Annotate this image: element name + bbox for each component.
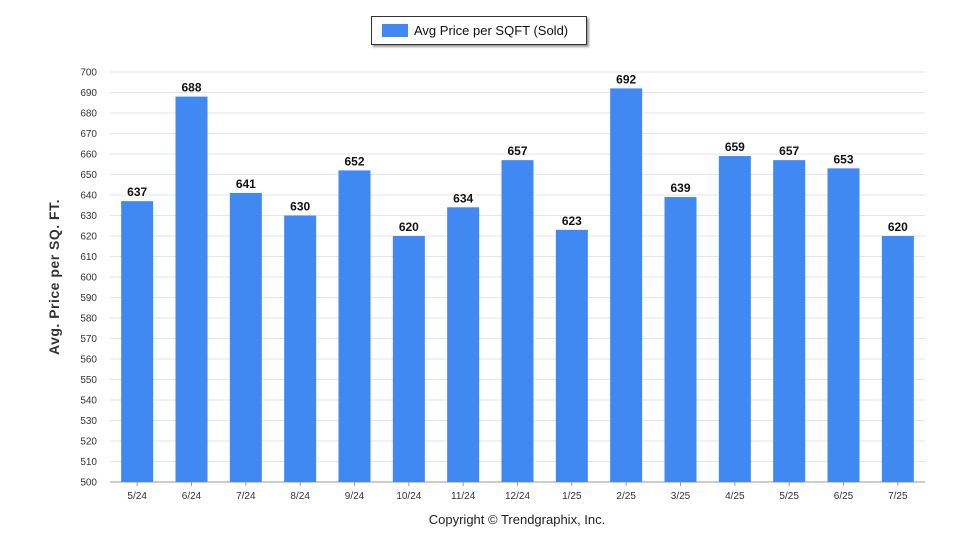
x-tick-label: 7/25 <box>888 491 908 502</box>
data-label: 652 <box>344 154 364 168</box>
x-tick-label: 10/24 <box>396 491 421 502</box>
x-tick-label: 12/24 <box>505 491 530 502</box>
x-axis-ticks: 5/24 6/24 7/24 8/24 9/24 10/24 11/24 12/24 1/25 2… <box>127 482 908 502</box>
data-label: 637 <box>127 185 147 199</box>
y-axis-title: Avg. Price per SQ. FT. <box>46 199 62 355</box>
y-tick-label: 600 <box>80 273 97 284</box>
data-label: 657 <box>507 144 527 158</box>
y-tick-label: 580 <box>80 314 97 325</box>
data-label: 620 <box>888 220 908 234</box>
y-tick-label: 520 <box>80 437 97 448</box>
data-label: 692 <box>616 72 636 86</box>
data-label: 659 <box>725 140 745 154</box>
bar <box>392 236 425 482</box>
data-label: 657 <box>779 144 799 158</box>
bar <box>501 160 534 482</box>
y-tick-label: 670 <box>80 129 97 140</box>
copyright-text: Copyright © Trendgraphix, Inc. <box>428 512 606 527</box>
y-tick-label: 640 <box>80 191 97 202</box>
bar <box>718 156 751 483</box>
legend-swatch <box>382 24 408 37</box>
x-tick-label: 9/24 <box>345 491 365 502</box>
bar <box>121 201 154 482</box>
y-tick-label: 570 <box>80 334 97 345</box>
y-tick-label: 540 <box>80 396 97 407</box>
x-tick-label: 3/25 <box>671 491 691 502</box>
x-tick-label: 5/25 <box>779 491 799 502</box>
legend: Avg Price per SQFT (Sold) <box>371 16 587 45</box>
bar <box>447 207 480 483</box>
legend-label: Avg Price per SQFT (Sold) <box>414 23 569 38</box>
x-tick-label: 6/25 <box>834 491 854 502</box>
y-tick-label: 660 <box>80 150 97 161</box>
y-tick-label: 650 <box>80 170 97 181</box>
bar <box>229 192 262 482</box>
data-label: 634 <box>453 191 473 205</box>
y-tick-label: 500 <box>80 478 97 489</box>
bar <box>284 215 317 482</box>
bar <box>773 160 806 482</box>
bar <box>610 88 643 483</box>
data-label: 620 <box>399 220 419 234</box>
y-tick-label: 680 <box>80 109 97 120</box>
data-label: 688 <box>181 81 201 95</box>
bar <box>555 229 588 482</box>
y-tick-label: 530 <box>80 416 97 427</box>
data-label: 639 <box>670 181 690 195</box>
bar <box>175 96 208 482</box>
x-tick-label: 7/24 <box>236 491 256 502</box>
data-label: 641 <box>236 177 256 191</box>
bar <box>827 168 860 482</box>
x-tick-label: 1/25 <box>562 491 582 502</box>
x-tick-label: 2/25 <box>616 491 636 502</box>
x-tick-label: 8/24 <box>290 491 310 502</box>
data-label: 630 <box>290 200 310 214</box>
x-tick-label: 4/25 <box>725 491 745 502</box>
y-tick-label: 550 <box>80 375 97 386</box>
bars <box>121 88 914 483</box>
y-tick-label: 620 <box>80 232 97 243</box>
data-labels: 637 688 641 630 652 620 634 657 623 692 639 659 657 6… <box>127 72 908 234</box>
y-tick-label: 560 <box>80 355 97 366</box>
bar <box>664 197 697 483</box>
y-axis-ticks: 500 510 520 530 540 550 560 570 580 590 600 610 620 6… <box>80 68 97 489</box>
y-tick-label: 610 <box>80 252 97 263</box>
x-tick-label: 11/24 <box>451 491 476 502</box>
y-tick-label: 700 <box>80 68 97 79</box>
x-tick-label: 5/24 <box>127 491 147 502</box>
y-tick-label: 630 <box>80 211 97 222</box>
bar <box>338 170 371 482</box>
x-tick-label: 6/24 <box>182 491 202 502</box>
bar <box>881 236 914 482</box>
data-label: 653 <box>833 152 853 166</box>
y-tick-label: 690 <box>80 88 97 99</box>
data-label: 623 <box>562 214 582 228</box>
y-tick-label: 590 <box>80 293 97 304</box>
y-tick-label: 510 <box>80 457 97 468</box>
